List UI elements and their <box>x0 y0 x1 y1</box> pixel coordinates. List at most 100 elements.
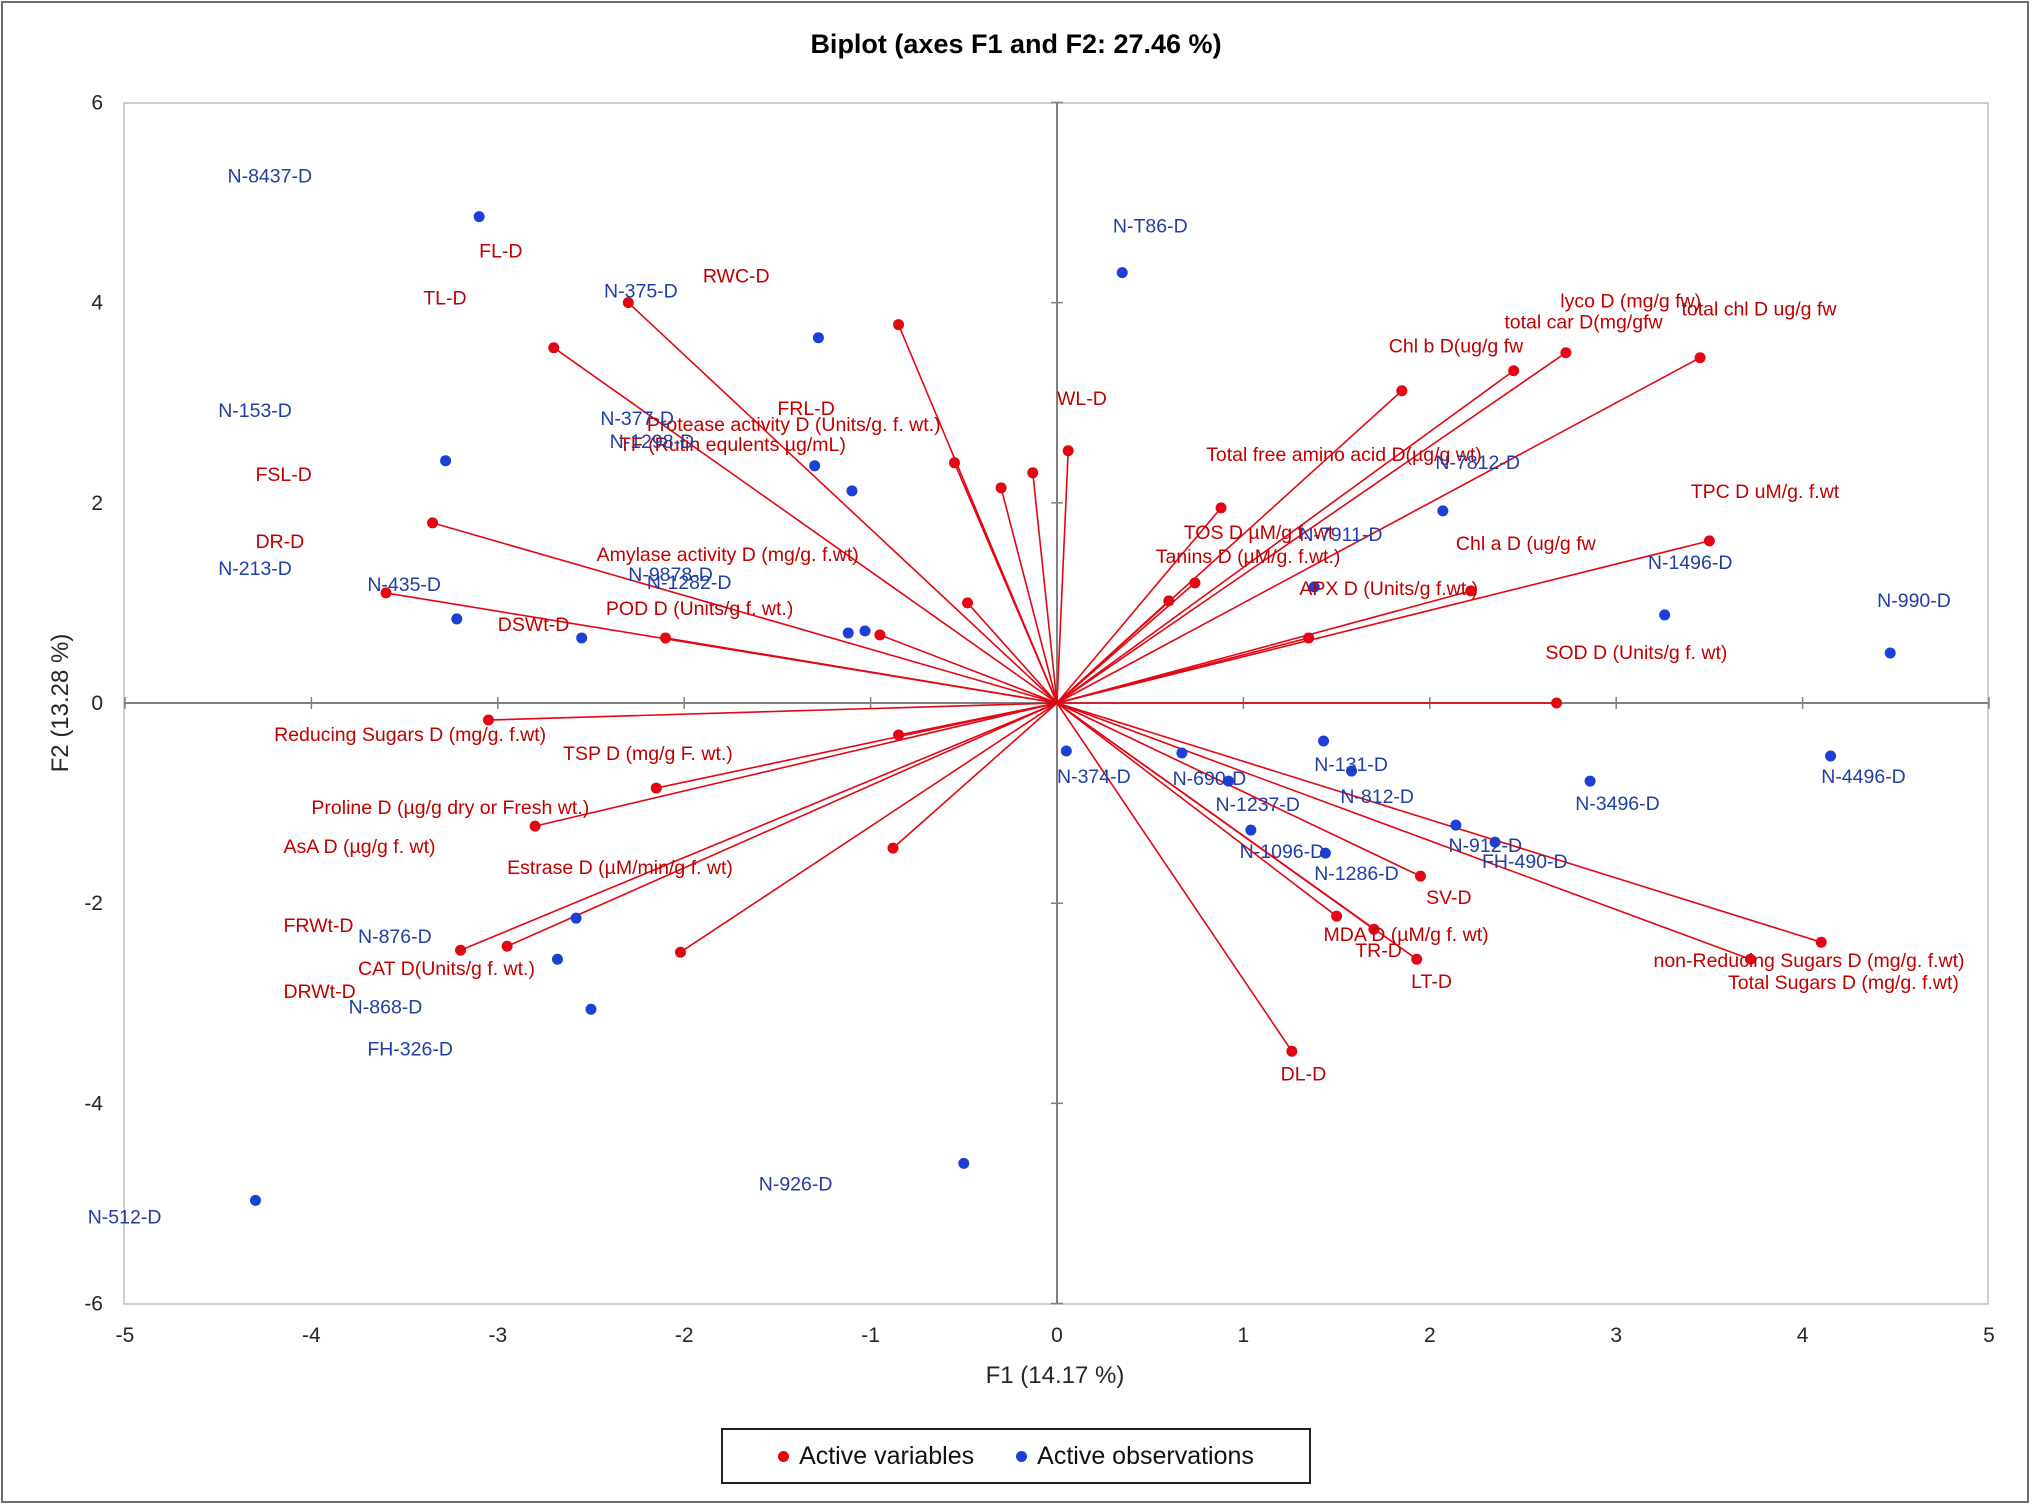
observation-point <box>1245 824 1257 836</box>
variable-point <box>380 587 392 599</box>
variable-point <box>1703 535 1715 547</box>
variable-point <box>1189 577 1201 589</box>
observation-point <box>1437 505 1449 517</box>
variable-vector <box>506 702 1058 947</box>
variable-vector <box>1056 352 1567 704</box>
variable-label: Total Sugars D (mg/g. f.wt) <box>1728 972 1959 994</box>
variable-label: TL-D <box>423 288 466 310</box>
variable-point <box>501 940 513 952</box>
observation-label: FH-490-D <box>1482 851 1568 873</box>
observation-label: N-812-D <box>1340 786 1414 808</box>
observation-point <box>859 625 871 637</box>
x-tick-label: -5 <box>116 1324 135 1347</box>
variable-label: Tanins D (µM/g. f.wt.) <box>1156 546 1341 568</box>
variable-vector <box>1056 702 1421 877</box>
variable-label: CAT D(Units/g f. wt.) <box>358 958 535 980</box>
variable-vector <box>1031 472 1058 704</box>
observation-point <box>1884 647 1896 659</box>
x-tick-label: 0 <box>1051 1324 1063 1347</box>
chart-title: Biplot (axes F1 and F2: 27.46 %) <box>810 29 1221 59</box>
variable-label: FRL-D <box>777 398 834 420</box>
variable-label: SOD D (Units/g f. wt) <box>1545 642 1727 664</box>
variable-point <box>893 319 905 331</box>
variable-vector <box>1056 600 1170 704</box>
legend: Active variables Active observations <box>721 1428 1311 1484</box>
variable-label: DSWt-D <box>498 614 570 636</box>
variable-point <box>622 297 634 309</box>
observation-point <box>1346 765 1358 777</box>
observation-label: N-435-D <box>367 574 441 596</box>
observation-label: N-690-D <box>1173 768 1247 790</box>
observation-point <box>440 455 452 467</box>
variable-vector <box>1000 487 1058 704</box>
observation-label: N-990-D <box>1877 590 1951 612</box>
observation-label: N-1496-D <box>1648 552 1733 574</box>
observation-point <box>1659 609 1671 621</box>
variable-vector <box>898 702 1058 736</box>
variable-label: Chl a D (ug/g fw <box>1456 533 1597 555</box>
variable-point <box>1560 347 1572 359</box>
variable-label: total car D(mg/gfw <box>1504 312 1663 334</box>
y-tick-label: -2 <box>84 892 103 915</box>
variable-vector <box>966 602 1058 704</box>
observation-label: N-912-D <box>1448 835 1522 857</box>
variable-vector <box>953 462 1058 704</box>
variable-label: Reducing Sugars D (mg/g. f.wt) <box>274 724 546 746</box>
variable-label: FL-D <box>479 241 522 263</box>
observation-label: N-868-D <box>349 996 423 1018</box>
variable-point <box>1815 936 1827 948</box>
variable-label: AsA D (µg/g f. wt) <box>283 836 435 858</box>
observation-points <box>249 211 1896 1206</box>
variable-vector <box>1056 702 1751 960</box>
variable-vector <box>1056 702 1338 917</box>
observation-label: N-1096-D <box>1240 841 1325 863</box>
variable-vector <box>1056 540 1710 704</box>
variable-vector <box>1056 507 1222 704</box>
variable-point <box>1414 870 1426 882</box>
variable-label: FSL-D <box>255 464 311 486</box>
variable-point <box>1331 910 1343 922</box>
observation-point <box>846 485 858 497</box>
variable-label: SV-D <box>1426 887 1472 909</box>
y-tick-label: 2 <box>91 492 103 515</box>
observation-point <box>249 1194 261 1206</box>
variable-vector <box>627 302 1058 704</box>
variable-vector <box>1056 702 1418 960</box>
observation-label: N-876-D <box>358 926 432 948</box>
legend-item-variables: Active variables <box>778 1442 974 1471</box>
observation-label: N-1286-D <box>1314 863 1399 885</box>
variable-vector <box>488 702 1058 721</box>
variable-point <box>962 597 974 609</box>
variable-vectors <box>380 297 1827 1057</box>
observation-label: N-377-D <box>600 408 674 430</box>
observation-label: N-131-D <box>1314 754 1388 776</box>
legend-item-observations: Active observations <box>1016 1442 1254 1471</box>
observation-point <box>570 912 582 924</box>
observation-label: N-4496-D <box>1821 766 1906 788</box>
variable-vector <box>432 522 1058 704</box>
variable-point <box>674 946 686 958</box>
observation-label: FH-326-D <box>367 1038 453 1060</box>
observation-label: N-T86-D <box>1113 216 1188 238</box>
variable-label: APX D (Units/g f.wt.) <box>1299 578 1478 600</box>
y-axis-label: F2 (13.28 %) <box>47 634 74 773</box>
variable-label: FRWt-D <box>283 915 353 937</box>
observation-point <box>1308 581 1320 593</box>
y-tick-label: 6 <box>91 92 103 115</box>
legend-label-observations: Active observations <box>1037 1441 1254 1470</box>
variable-vector <box>1056 357 1701 704</box>
variable-label: TR-D <box>1355 940 1402 962</box>
observation-point <box>812 332 824 344</box>
variable-label: WL-D <box>1057 388 1107 410</box>
x-tick-label: 3 <box>1610 1324 1622 1347</box>
observation-point <box>473 211 485 223</box>
variable-label: Chl b D(ug/g fw <box>1389 336 1524 358</box>
variable-label: lyco D (mg/g fw) <box>1560 291 1701 313</box>
variable-label: Protease activity D (Units/g. f. wt.) <box>647 414 941 436</box>
variable-point <box>650 782 662 794</box>
variable-point <box>1508 365 1520 377</box>
variable-label: DR-D <box>255 531 304 553</box>
observation-label: N-1237-D <box>1215 794 1300 816</box>
